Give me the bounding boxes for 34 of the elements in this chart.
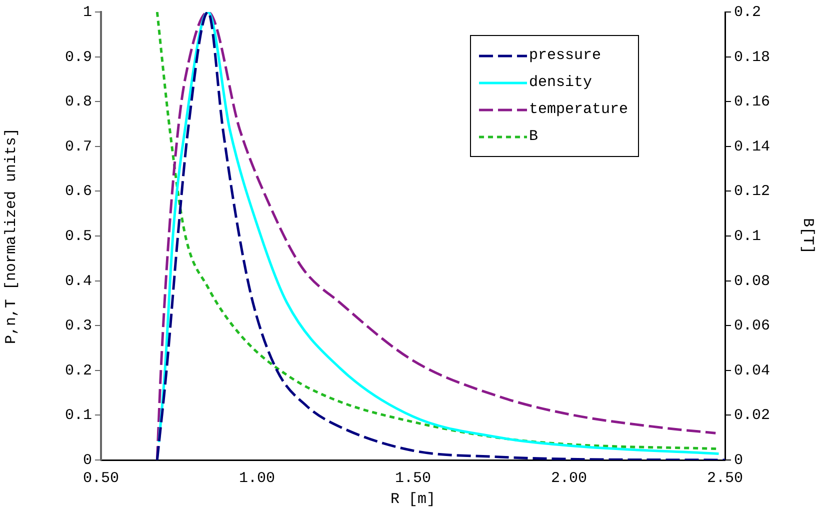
y2-tick-label: 0.08 bbox=[734, 272, 770, 290]
x-tick-label: 2.50 bbox=[706, 470, 744, 487]
y-tick-label: 0.1 bbox=[64, 407, 92, 424]
legend-label: pressure bbox=[528, 47, 601, 64]
x-tick-label: 1.50 bbox=[394, 470, 432, 487]
y-tick-label: 0.8 bbox=[64, 94, 92, 111]
y2-tick-label: 0 bbox=[734, 452, 744, 469]
x-axis-title: R [m] bbox=[390, 490, 436, 508]
y2-tick-label: 0.18 bbox=[734, 48, 770, 66]
y2-tick-label: 0.1 bbox=[734, 228, 762, 245]
y2-tick-label: 0.02 bbox=[734, 407, 770, 424]
y-axis-title: P,n,T [normalized units] bbox=[2, 128, 20, 344]
y2-tick-label: 0.16 bbox=[734, 94, 770, 111]
y-tick-label: 0.3 bbox=[64, 318, 92, 335]
y-tick-label: 0 bbox=[82, 452, 92, 469]
y2-tick-label: 0.12 bbox=[734, 183, 770, 200]
y-tick-label: 0.9 bbox=[64, 48, 92, 66]
y-tick-label: 0.5 bbox=[64, 228, 92, 245]
y2-axis-title: B[T] bbox=[799, 218, 816, 254]
y-tick-label: 0.6 bbox=[64, 183, 92, 200]
y-tick-label: 1 bbox=[82, 4, 92, 21]
x-tick-label: 0.50 bbox=[82, 470, 120, 487]
y2-tick-label: 0.06 bbox=[734, 318, 770, 335]
legend-label: B bbox=[528, 128, 538, 145]
y-tick-label: 0.7 bbox=[64, 138, 92, 156]
y-tick-label: 0.4 bbox=[64, 272, 92, 290]
legend-label: temperature bbox=[528, 101, 628, 118]
x-tick-label: 2.00 bbox=[550, 470, 588, 487]
y2-tick-label: 0.2 bbox=[734, 4, 762, 21]
y2-tick-label: 0.04 bbox=[734, 362, 770, 380]
legend-label: density bbox=[528, 74, 592, 91]
x-tick-label: 1.00 bbox=[238, 470, 276, 487]
y2-tick-label: 0.14 bbox=[734, 138, 770, 156]
y-tick-label: 0.2 bbox=[64, 362, 92, 380]
